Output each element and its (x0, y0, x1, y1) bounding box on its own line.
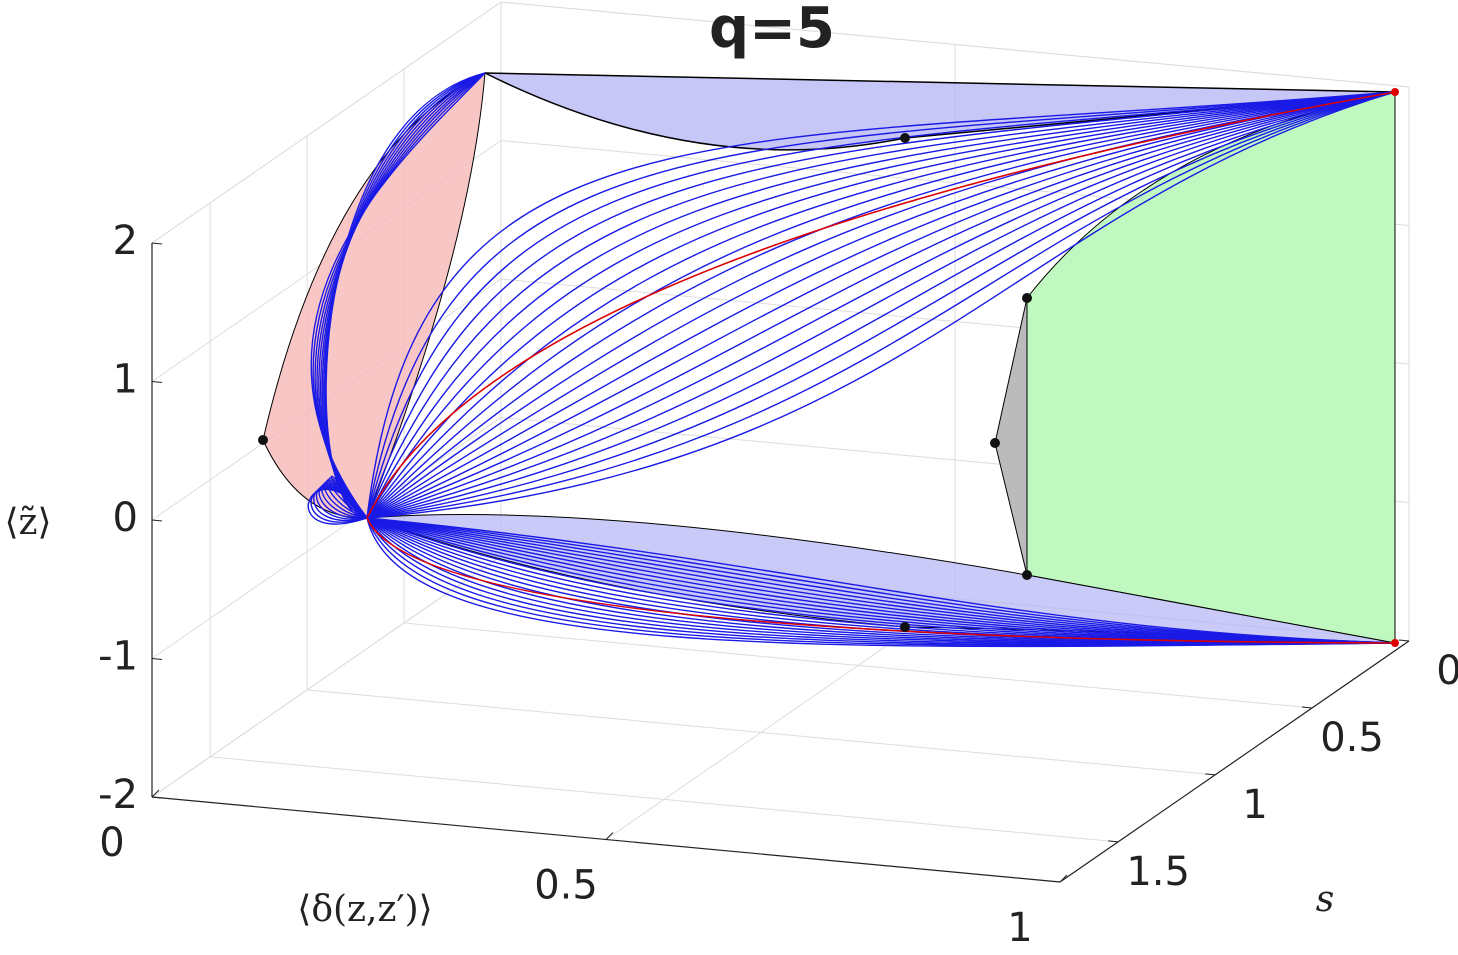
tick-mark (151, 381, 163, 383)
curve (366, 91, 1396, 519)
curve (366, 517, 1396, 644)
curve (307, 488, 368, 525)
y-tick-label: 0.5 (1320, 715, 1384, 761)
curve (366, 517, 1396, 644)
x-tick-label: 0.5 (534, 863, 598, 909)
tick-mark (1205, 773, 1216, 776)
curve (366, 91, 1396, 519)
curve (366, 517, 1396, 644)
curve (366, 91, 1396, 519)
tick-mark (1302, 706, 1313, 709)
s-axis-label: s (1316, 879, 1334, 920)
curve (366, 91, 1396, 519)
curve (366, 91, 1396, 519)
curve (366, 91, 1396, 519)
curve (366, 517, 1396, 644)
grid-line (209, 202, 1119, 843)
z-tick-label: -2 (98, 772, 138, 818)
tick-mark (151, 789, 160, 798)
tick-mark (1398, 639, 1410, 642)
curve (366, 91, 1396, 519)
x-axis-label: ⟨δ(z,z′)⟩ (297, 889, 432, 930)
curve (366, 517, 1396, 644)
point (1022, 570, 1032, 580)
tick-mark (151, 658, 163, 660)
y-tick-label: 1 (1242, 782, 1267, 828)
curve (366, 91, 1396, 519)
plot-decoration (258, 72, 1399, 648)
z-tick-label: -1 (98, 634, 138, 680)
tick-mark (1059, 874, 1068, 883)
curve (366, 91, 1396, 519)
curve (366, 91, 1396, 519)
point (900, 622, 910, 632)
point (258, 435, 268, 445)
y-tick-label: 1.5 (1126, 849, 1190, 895)
tick-mark (151, 519, 163, 522)
curve (366, 517, 1396, 644)
tick-mark (1108, 840, 1119, 843)
z-tick-label: 2 (113, 218, 138, 264)
curve (366, 91, 1396, 519)
curve (366, 517, 1396, 644)
curve (366, 91, 1396, 519)
curve (366, 91, 1396, 519)
curve (366, 91, 1396, 519)
red-curve (366, 91, 1396, 519)
surface-top (484, 72, 1396, 151)
curve (366, 91, 1396, 519)
curve (310, 72, 486, 519)
red-curve (366, 517, 1396, 644)
z-tick-label: 1 (113, 357, 138, 403)
curve (366, 517, 1396, 644)
point (1022, 293, 1032, 303)
curve (366, 91, 1396, 519)
curves (307, 72, 1396, 648)
curve (366, 91, 1396, 519)
curve (366, 517, 1396, 644)
curve (366, 517, 1396, 644)
curve (366, 91, 1396, 519)
point (1391, 639, 1399, 647)
tick-mark (151, 242, 163, 245)
y-tick-label: 0 (1436, 648, 1458, 694)
surface-grey (994, 297, 1028, 576)
z-axis-label: ⟨z̃⟩ (4, 502, 51, 543)
x-tick-label: 0 (99, 820, 124, 866)
curve (366, 91, 1396, 519)
chart-title: q=5 (709, 0, 835, 61)
point (990, 438, 1000, 448)
tick-mark (151, 796, 163, 799)
curve (366, 91, 1396, 519)
x-tick-label: 1 (1007, 905, 1032, 951)
tick-mark (605, 832, 614, 840)
curve (366, 517, 1396, 644)
grid-line (605, 44, 956, 840)
curve (366, 91, 1396, 519)
point (900, 133, 910, 143)
point (1391, 88, 1399, 96)
z-tick-label: 0 (113, 495, 138, 541)
axis-line (1059, 640, 1410, 883)
curve (366, 91, 1396, 519)
